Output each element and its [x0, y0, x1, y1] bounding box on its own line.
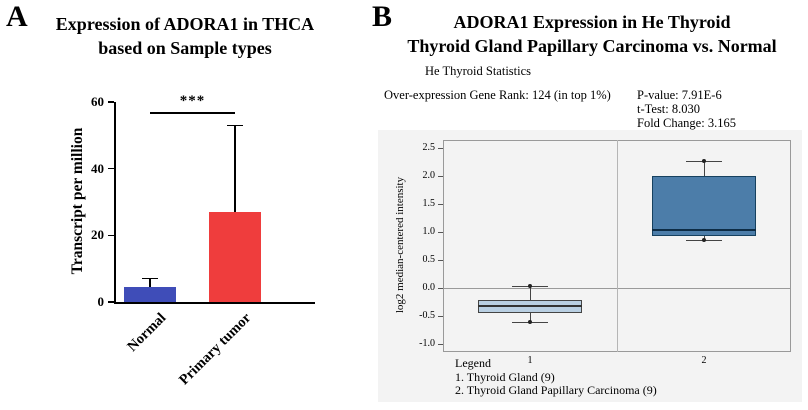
- x-axis-line: [114, 302, 315, 304]
- significance-stars: ***: [179, 93, 206, 109]
- y-tick-label: 2.5: [422, 142, 436, 154]
- y-axis-title: Transcript per million: [69, 127, 86, 275]
- stat-p-value: P-value: 7.91E-6: [637, 88, 722, 102]
- legend: Legend 1. Thyroid Gland (9) 2. Thyroid G…: [455, 356, 785, 398]
- panel-b-title: ADORA1 Expression in He Thyroid Thyroid …: [380, 10, 804, 58]
- x-tick-label: 1: [527, 355, 533, 366]
- panel-a-title-line2: based on Sample types: [98, 38, 272, 58]
- y-tick-mark: [438, 148, 443, 150]
- whisker-dot: [528, 284, 532, 289]
- stat-gene-rank: Over-expression Gene Rank: 124 (in top 1…: [384, 88, 611, 102]
- median-line: [652, 229, 756, 232]
- y-tick-label: 0: [97, 294, 105, 309]
- significance-line: [150, 112, 235, 114]
- y-tick-mark: [438, 343, 443, 345]
- stat-fold-change: Fold Change: 3.165: [637, 116, 736, 130]
- y-tick-mark: [438, 259, 443, 261]
- y-tick-mark: [108, 301, 114, 303]
- x-tick-label: Normal: [124, 310, 170, 355]
- bar-chart-expression: 0 20 40 60 Transcript per million Normal Prima…: [60, 92, 380, 410]
- y-tick-mark: [438, 232, 443, 234]
- y-tick-label: 1.0: [422, 226, 436, 238]
- panel-b-label: B: [372, 0, 393, 33]
- error-bar-cap: [142, 277, 158, 280]
- group-divider-line: [617, 140, 618, 352]
- x-tick-label: Primary tumor: [176, 310, 255, 389]
- bar-primary-tumor: [209, 212, 261, 302]
- error-bar-cap: [227, 124, 243, 127]
- y-tick-label: 40: [91, 160, 104, 176]
- y-tick-label: -0.5: [419, 309, 435, 321]
- error-bar-line: [234, 125, 236, 212]
- x-tick-label: 2: [701, 355, 707, 366]
- median-line: [478, 305, 582, 308]
- y-tick-label: 60: [91, 94, 104, 109]
- y-tick-mark: [108, 167, 114, 170]
- y-tick-mark: [438, 176, 443, 178]
- y-tick-mark: [108, 101, 114, 103]
- y-tick-mark: [438, 204, 443, 206]
- y-tick-mark: [108, 234, 114, 237]
- y-tick-label: -1.0: [419, 337, 435, 349]
- stat-t-test: t-Test: 8.030: [637, 102, 701, 116]
- y-tick-mark: [438, 315, 443, 317]
- box-group-2: [652, 176, 756, 236]
- bar-normal: [124, 287, 176, 302]
- stat-values-block: P-value: 7.91E-6 t-Test: 8.030 Fold Chan…: [637, 88, 807, 130]
- y-tick-label: 1.5: [422, 198, 436, 210]
- panel-a-title: Expression of ADORA1 in THCA based on Sa…: [20, 12, 350, 60]
- panel-b-title-line2: Thyroid Gland Papillary Carcinoma vs. No…: [407, 36, 777, 56]
- panel-a-title-line1: Expression of ADORA1 in THCA: [55, 14, 315, 34]
- y-tick-label: 0.5: [422, 253, 436, 265]
- legend-item-2: 2. Thyroid Gland Papillary Carcinoma (9): [455, 383, 657, 397]
- box-plot-expression: Legend 1. Thyroid Gland (9) 2. Thyroid G…: [378, 130, 802, 402]
- legend-item-1: 1. Thyroid Gland (9): [455, 369, 555, 384]
- y-axis-title: log2 median-centered intensity: [394, 176, 406, 314]
- y-tick-mark: [438, 287, 443, 289]
- whisker-dot: [702, 159, 706, 164]
- panel-a-label: A: [6, 0, 28, 33]
- panel-b-subtitle: He Thyroid Statistics: [425, 64, 532, 78]
- y-tick-label: 0.0: [422, 281, 436, 293]
- y-axis-line: [114, 102, 116, 302]
- legend-title: Legend: [455, 356, 491, 370]
- whisker-dot: [528, 320, 532, 325]
- y-tick-label: 2.0: [422, 170, 436, 182]
- panel-b-title-line1: ADORA1 Expression in He Thyroid: [453, 12, 731, 32]
- error-bar-line: [149, 278, 151, 287]
- whisker-dot: [702, 238, 706, 243]
- y-tick-label: 20: [91, 227, 104, 243]
